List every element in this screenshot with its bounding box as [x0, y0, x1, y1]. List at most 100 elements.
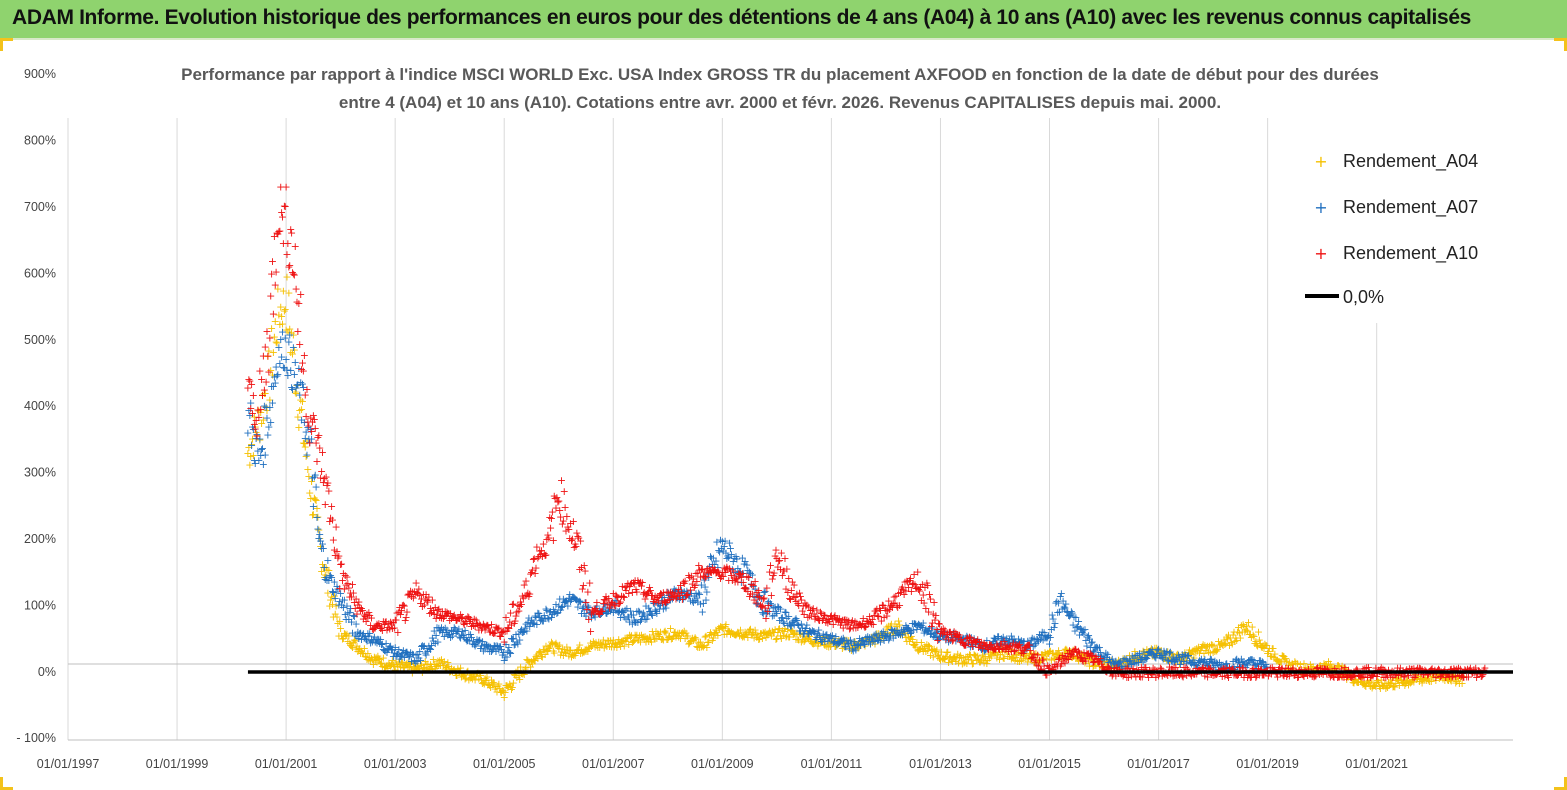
- data-point: +: [431, 662, 440, 675]
- data-point: +: [618, 635, 627, 648]
- data-point: +: [524, 656, 533, 669]
- data-point: +: [357, 633, 366, 646]
- data-point: +: [679, 592, 688, 605]
- data-point: +: [381, 637, 390, 650]
- data-point: +: [560, 596, 569, 609]
- data-point: +: [343, 606, 352, 619]
- data-point: +: [378, 660, 387, 673]
- data-point: +: [690, 633, 699, 646]
- data-point: +: [566, 595, 575, 608]
- data-point: +: [787, 624, 796, 637]
- data-point: +: [565, 588, 574, 601]
- data-point: +: [600, 642, 609, 655]
- data-point: +: [730, 628, 739, 641]
- data-point: +: [960, 655, 969, 668]
- data-point: +: [779, 625, 788, 638]
- data-point: +: [1112, 659, 1121, 672]
- legend-label-a10: Rendement_A10: [1343, 243, 1478, 264]
- data-point: +: [992, 652, 1001, 665]
- data-point: +: [331, 592, 340, 605]
- data-point: +: [1086, 651, 1095, 664]
- data-point: +: [590, 611, 599, 624]
- data-point: +: [247, 438, 256, 451]
- data-point: +: [1055, 648, 1064, 661]
- data-point: +: [825, 637, 834, 650]
- data-point: +: [427, 639, 436, 652]
- data-point: +: [817, 636, 826, 649]
- data-point: +: [520, 625, 529, 638]
- data-point: +: [601, 638, 610, 651]
- data-point: +: [802, 619, 811, 632]
- data-point: +: [262, 412, 271, 425]
- data-point: +: [993, 649, 1002, 662]
- data-point: +: [891, 626, 900, 639]
- data-point: +: [929, 642, 938, 655]
- data-point: +: [278, 326, 287, 339]
- data-point: +: [447, 624, 456, 637]
- data-point: +: [657, 633, 666, 646]
- data-point: +: [1248, 621, 1257, 634]
- data-point: +: [1065, 650, 1074, 663]
- data-point: +: [258, 442, 267, 455]
- data-point: +: [728, 627, 737, 640]
- data-point: +: [275, 318, 284, 331]
- data-point: +: [391, 641, 400, 654]
- data-point: +: [1405, 676, 1414, 689]
- data-point: +: [339, 632, 348, 645]
- data-point: +: [484, 678, 493, 691]
- data-point: +: [824, 640, 833, 653]
- data-point: +: [829, 636, 838, 649]
- data-point: +: [740, 558, 749, 571]
- data-point: +: [520, 622, 529, 635]
- data-point: +: [506, 647, 515, 660]
- data-point: +: [531, 611, 540, 624]
- data-point: +: [570, 649, 579, 662]
- data-point: +: [1424, 674, 1433, 687]
- data-point: +: [335, 595, 344, 608]
- data-point: +: [400, 651, 409, 664]
- data-point: +: [714, 622, 723, 635]
- data-point: +: [1138, 652, 1147, 665]
- data-point: +: [438, 626, 447, 639]
- data-point: +: [335, 615, 344, 628]
- data-point: +: [263, 429, 272, 442]
- data-point: +: [296, 393, 305, 406]
- data-point: +: [446, 631, 455, 644]
- data-point: +: [1049, 652, 1058, 665]
- data-point: +: [1446, 673, 1455, 686]
- data-point: +: [593, 641, 602, 654]
- data-point: +: [1114, 654, 1123, 667]
- data-point: +: [485, 645, 494, 658]
- legend-box: [1283, 118, 1505, 323]
- data-point: +: [538, 650, 547, 663]
- data-point: +: [321, 561, 330, 574]
- data-point: +: [385, 658, 394, 671]
- data-point: +: [955, 651, 964, 664]
- data-point: +: [303, 463, 312, 476]
- data-point: +: [1070, 643, 1079, 656]
- data-point: +: [265, 393, 274, 406]
- data-point: +: [509, 677, 518, 690]
- data-point: +: [469, 634, 478, 647]
- data-point: +: [621, 613, 630, 626]
- data-point: +: [811, 636, 820, 649]
- data-point: +: [1079, 647, 1088, 660]
- data-point: +: [302, 383, 311, 396]
- data-point: +: [642, 632, 651, 645]
- data-point: +: [276, 300, 285, 313]
- data-point: +: [569, 649, 578, 662]
- data-point: +: [654, 597, 663, 610]
- data-point: +: [1251, 635, 1260, 648]
- data-point: +: [1054, 644, 1063, 657]
- data-point: +: [672, 629, 681, 642]
- data-point: +: [862, 635, 871, 648]
- data-point: +: [757, 592, 766, 605]
- data-point: +: [1096, 654, 1105, 667]
- data-point: +: [280, 362, 289, 375]
- data-point: +: [631, 616, 640, 629]
- data-point: +: [1400, 679, 1409, 692]
- data-point: +: [1441, 668, 1450, 681]
- data-point: +: [786, 623, 795, 636]
- data-point: +: [1163, 645, 1172, 658]
- data-point: +: [387, 643, 396, 656]
